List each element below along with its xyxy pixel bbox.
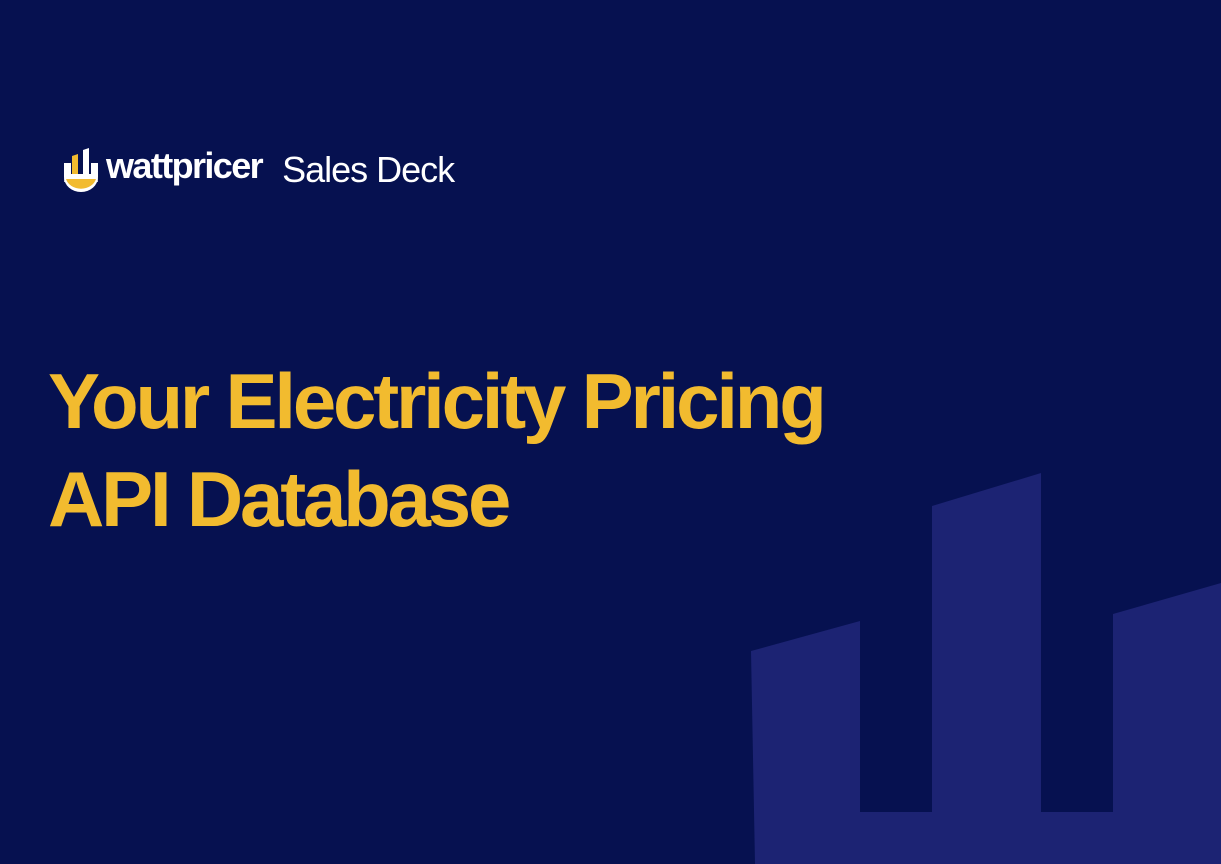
- title-line-1: Your Electricity Pricing: [48, 357, 827, 445]
- decor-bar-left: [751, 473, 1221, 864]
- title-line-2: API Database: [48, 455, 511, 543]
- slide-title: Your Electricity Pricing API Database: [48, 352, 827, 548]
- wattpricer-logo-icon: [64, 148, 98, 192]
- header: wattpricer Sales Deck: [62, 145, 455, 193]
- brand-name: wattpricer: [106, 145, 264, 186]
- deck-label: Sales Deck: [282, 149, 455, 190]
